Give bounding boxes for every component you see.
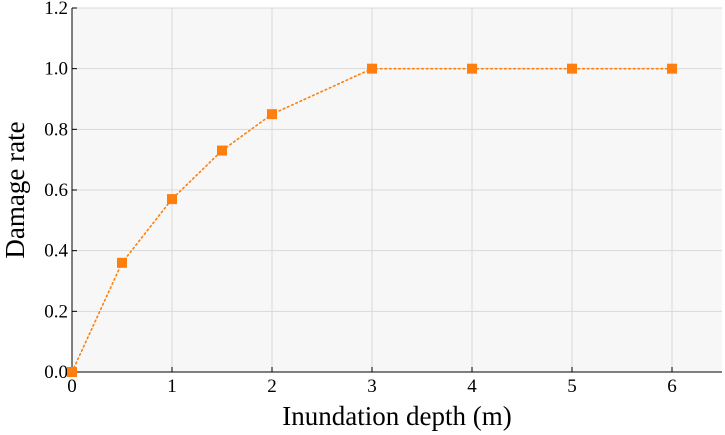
y-tick-label-4: 0.8 [44,119,68,140]
data-point-0-1 [117,257,127,268]
data-point-0-7 [567,63,577,74]
y-tick-label-1: 0.2 [44,301,68,322]
y-tick-label-5: 1.0 [44,59,68,80]
x-tick-label-3: 3 [367,376,377,397]
data-point-0-6 [467,63,477,74]
x-tick-label-4: 4 [467,376,477,397]
y-tick-label-0: 0.0 [44,362,68,383]
data-series [67,63,677,377]
x-tick-label-1: 1 [167,376,177,397]
y-tick-labels: 0.0 0.2 0.4 0.6 0.8 1.0 1.2 [44,0,68,383]
data-point-0-0 [67,367,77,377]
x-tick-label-0: 0 [67,376,77,397]
y-tick-label-3: 0.6 [44,180,68,201]
x-tick-label-2: 2 [267,376,277,397]
x-tick-labels: 0 1 2 3 4 5 6 [67,376,677,397]
data-point-0-5 [367,63,377,74]
data-point-0-3 [217,145,227,156]
x-axis-title: Inundation depth (m) [282,401,511,431]
y-tick-label-6: 1.2 [44,0,68,19]
data-point-0-4 [267,109,277,120]
x-tick-label-6: 6 [667,376,677,397]
x-tick-label-5: 5 [567,376,577,397]
y-axis-title: Damage rate [0,121,30,258]
y-tick-label-2: 0.4 [44,241,68,262]
data-point-0-8 [667,63,677,74]
data-point-0-2 [167,194,177,205]
